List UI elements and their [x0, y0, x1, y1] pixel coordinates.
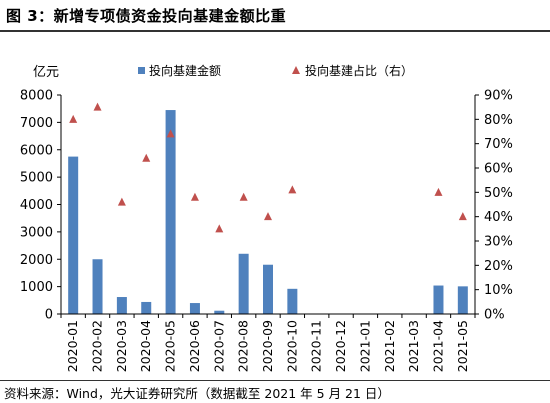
x-tick-label: 2020-04 — [138, 320, 153, 372]
x-axis-ticks: 2020-01 2020-02 2020-03 2020-04 2020-05 2020-… — [60, 314, 476, 372]
x-tick-label: 2021-01 — [357, 320, 372, 372]
right-tick-label: 80% — [484, 113, 513, 128]
bar — [287, 288, 298, 314]
right-tick-label: 40% — [484, 210, 513, 225]
legend-marker-label: 投向基建占比（右） — [305, 63, 413, 78]
x-tick-label: 2020-03 — [114, 320, 129, 372]
source-note: 资料来源：Wind，光大证券研究所（数据截至 2021 年 5 月 21 日） — [4, 386, 390, 401]
left-tick-label: 5000 — [20, 171, 53, 186]
x-tick-label: 2021-03 — [406, 320, 421, 372]
triangle-marker — [166, 129, 175, 138]
x-tick-label: 2021-02 — [382, 320, 397, 372]
triangle-marker — [190, 192, 199, 201]
triangle-marker — [288, 185, 297, 194]
x-tick-label: 2020-02 — [90, 320, 105, 372]
triangle-marker — [117, 197, 126, 206]
bar — [238, 253, 249, 314]
marker-series — [69, 102, 467, 233]
bar — [433, 285, 444, 314]
triangle-marker — [142, 153, 151, 162]
x-tick-label: 2020-08 — [236, 320, 251, 372]
bar — [116, 297, 127, 314]
left-axis-unit-label: 亿元 — [33, 65, 59, 80]
triangle-marker — [93, 102, 102, 111]
right-tick-label: 90% — [484, 89, 513, 104]
chart-svg: 亿元 投向基建金额 投向基建占比（右） 0 1000 2000 3000 4000 500… — [20, 63, 513, 372]
x-tick-label: 2020-01 — [65, 320, 80, 372]
source-divider — [0, 380, 550, 381]
legend: 投向基建金额 投向基建占比（右） — [138, 63, 413, 78]
bar — [214, 310, 225, 314]
left-tick-label: 8000 — [20, 89, 53, 104]
x-tick-label: 2020-12 — [333, 320, 348, 372]
legend-marker-icon — [292, 66, 300, 74]
left-tick-label: 7000 — [20, 116, 53, 131]
bar-series — [68, 110, 468, 315]
triangle-marker — [69, 114, 78, 123]
left-tick-label: 2000 — [20, 253, 53, 268]
bar — [141, 301, 152, 314]
left-tick-label: 0 — [45, 308, 53, 323]
right-tick-label: 70% — [484, 137, 513, 152]
triangle-marker — [264, 212, 272, 221]
right-tick-label: 20% — [484, 259, 513, 274]
triangle-marker — [458, 212, 467, 221]
x-tick-label: 2021-05 — [455, 320, 470, 372]
bar — [189, 303, 200, 314]
right-tick-label: 30% — [484, 235, 513, 250]
bar — [68, 156, 79, 314]
right-tick-label: 10% — [484, 283, 513, 298]
bar — [263, 264, 273, 314]
x-tick-label: 2020-05 — [163, 320, 178, 372]
x-tick-label: 2021-04 — [430, 320, 445, 372]
x-tick-label: 2020-10 — [284, 320, 299, 372]
chart-container: 亿元 投向基建金额 投向基建占比（右） 0 1000 2000 3000 4000 500… — [0, 32, 550, 378]
triangle-marker — [434, 187, 443, 196]
figure-title: 图 3：新增专项债资金投向基建金额比重 — [6, 7, 287, 25]
right-axis-ticks: 0% 10% 20% 30% 40% 50% 60% 70% 80% 90% — [475, 89, 513, 323]
left-tick-label: 6000 — [20, 143, 53, 158]
left-tick-label: 1000 — [20, 280, 53, 295]
left-axis-ticks: 0 1000 2000 3000 4000 5000 6000 7000 8000 — [20, 89, 61, 323]
triangle-marker — [239, 192, 248, 201]
right-tick-label: 0% — [484, 308, 505, 323]
left-tick-label: 3000 — [20, 225, 53, 240]
bar — [165, 110, 176, 315]
right-tick-label: 50% — [484, 186, 513, 201]
x-tick-label: 2020-07 — [211, 320, 226, 372]
left-tick-label: 4000 — [20, 198, 53, 213]
legend-bar-swatch — [138, 67, 145, 74]
legend-bar-label: 投向基建金额 — [149, 63, 221, 78]
x-tick-label: 2020-11 — [309, 320, 324, 372]
right-tick-label: 60% — [484, 162, 513, 177]
title-divider — [0, 30, 550, 32]
x-tick-label: 2020-06 — [187, 320, 202, 372]
x-tick-label: 2020-09 — [260, 320, 275, 372]
bar — [457, 286, 468, 314]
bar — [92, 259, 103, 314]
triangle-marker — [215, 224, 224, 233]
